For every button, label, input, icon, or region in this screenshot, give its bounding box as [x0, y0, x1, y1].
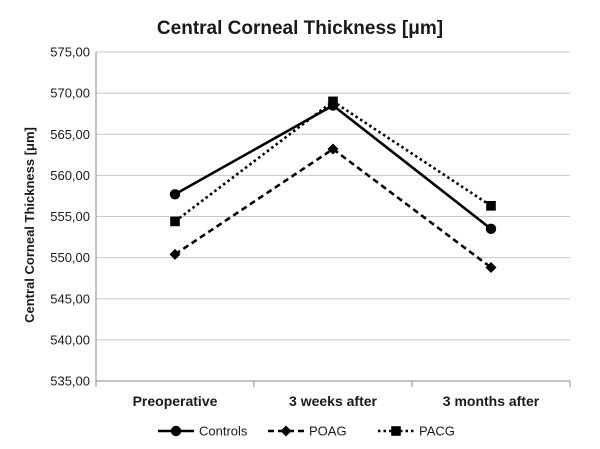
series-line — [174, 99, 492, 223]
y-tick-label: 575,00 — [50, 45, 90, 60]
y-tick-label: 570,00 — [50, 86, 90, 101]
data-point — [328, 96, 338, 107]
data-point — [485, 261, 497, 273]
series-pacg — [170, 96, 496, 227]
legend-item: Controls — [158, 424, 248, 439]
chart-title: Central Corneal Thickness [μm] — [157, 18, 443, 39]
data-point — [280, 425, 292, 437]
series-line — [174, 147, 492, 269]
legend-label: POAG — [309, 424, 347, 439]
x-tick-label: 3 months after — [443, 393, 540, 409]
y-tick-labels: 535,00 540,00 545,00 550,00 555,00 560,00 565,… — [50, 45, 90, 389]
y-axis-label: Central Corneal Thickness [μm] — [22, 127, 37, 323]
y-tick-label: 550,00 — [50, 250, 90, 265]
series-line — [174, 103, 492, 230]
axes — [95, 52, 571, 387]
x-tick-label: 3 weeks after — [289, 393, 377, 409]
x-tick-labels: Preoperative 3 weeks after 3 months after — [133, 393, 540, 409]
x-tick-label: Preoperative — [133, 393, 218, 409]
data-point — [170, 216, 180, 227]
legend-label: Controls — [199, 424, 248, 439]
data-point — [169, 248, 181, 260]
series-poag — [169, 143, 497, 273]
legend: Controls POAG PACG — [158, 424, 455, 439]
gridlines — [96, 51, 570, 341]
y-tick-label: 560,00 — [50, 168, 90, 183]
y-tick-label: 545,00 — [50, 291, 90, 306]
data-point — [391, 426, 401, 436]
data-point — [327, 143, 339, 155]
legend-label: PACG — [419, 424, 455, 439]
legend-item: PACG — [378, 424, 455, 439]
y-tick-label: 565,00 — [50, 127, 90, 142]
data-point — [486, 201, 496, 211]
legend-item: POAG — [268, 424, 347, 439]
data-point — [169, 189, 181, 200]
data-point — [170, 425, 182, 437]
y-tick-label: 540,00 — [50, 332, 90, 347]
series-group — [169, 96, 497, 273]
y-tick-label: 535,00 — [50, 374, 90, 389]
data-point — [485, 223, 497, 235]
y-tick-label: 555,00 — [50, 209, 90, 224]
series-controls — [169, 100, 497, 235]
